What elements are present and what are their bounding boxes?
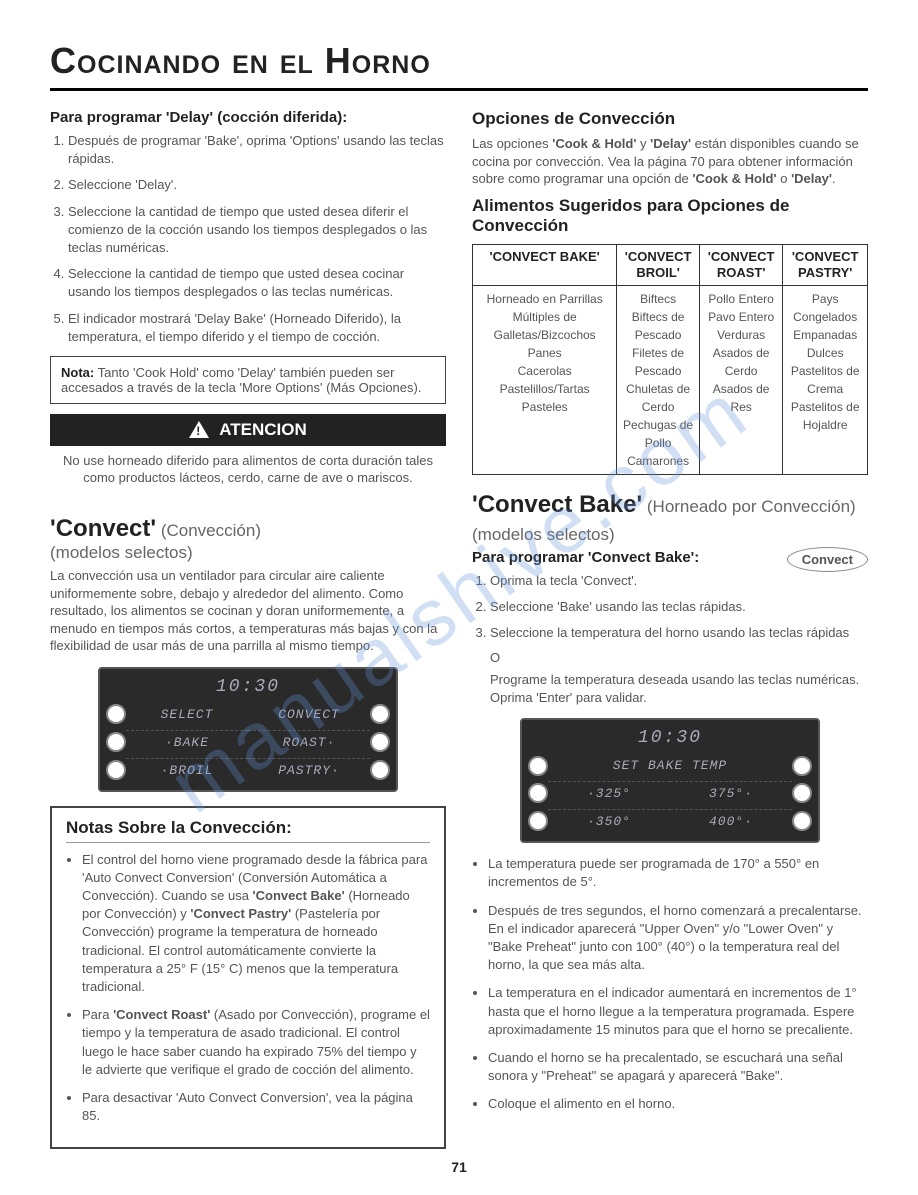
panel-button[interactable] — [106, 732, 126, 752]
convect-title: 'Convect' (Convección) — [50, 515, 446, 543]
convect-bake-prog-heading: Para programar 'Convect Bake': Convect — [472, 549, 868, 566]
after-text: Programe la temperatura deseada usando l… — [490, 671, 868, 706]
display-time: 10:30 — [100, 677, 396, 697]
panel-button[interactable] — [528, 783, 548, 803]
warning-body: No use horneado diferido para alimentos … — [50, 446, 446, 501]
delay-heading: Para programar 'Delay' (cocción diferida… — [50, 109, 446, 126]
list-item: Después de programar 'Bake', oprima 'Opt… — [68, 132, 446, 168]
list-item: Seleccione la cantidad de tiempo que ust… — [68, 265, 446, 301]
note-box: Nota: Tanto 'Cook Hold' como 'Delay' tam… — [50, 356, 446, 404]
convect-bake-title: 'Convect Bake' (Horneado por Convección)… — [472, 491, 868, 547]
options-body: Las opciones 'Cook & Hold' y 'Delay' est… — [472, 135, 868, 188]
list-item: Coloque el alimento en el horno. — [488, 1095, 868, 1113]
panel-button[interactable] — [370, 704, 390, 724]
display-cell: CONVECT — [248, 703, 370, 726]
display-cell: ·350° — [548, 809, 670, 833]
table-cell: Horneado en Parrillas Múltiples de Galle… — [473, 285, 617, 474]
display-panel-2: 10:30 SET BAKE TEMP ·325° 375°· ·350° 40… — [520, 718, 820, 843]
right-column: Opciones de Convección Las opciones 'Coo… — [472, 109, 868, 1149]
display-cell: ·325° — [548, 781, 670, 805]
list-item: El control del horno viene programado de… — [82, 851, 430, 997]
list-item: Seleccione 'Bake' usando las teclas rápi… — [490, 598, 868, 616]
display-cell: 375°· — [670, 781, 792, 805]
table-cell: Pays CongeladosEmpanadas DulcesPastelito… — [783, 285, 868, 474]
convect-models: (modelos selectos) — [50, 543, 446, 563]
convect-bake-steps: Oprima la tecla 'Convect'. Seleccione 'B… — [472, 572, 868, 643]
display-cell: 400°· — [670, 809, 792, 833]
convect-button[interactable]: Convect — [787, 547, 868, 572]
foods-table: 'CONVECT BAKE' 'CONVECT BROIL' 'CONVECT … — [472, 244, 868, 474]
note-text: Tanto 'Cook Hold' como 'Delay' también p… — [61, 365, 421, 395]
convect-bake-bullets: La temperatura puede ser programada de 1… — [472, 855, 868, 1113]
or-text: O — [490, 650, 868, 665]
panel-button[interactable] — [792, 756, 812, 776]
display-cell: SELECT — [126, 703, 248, 726]
panel-button[interactable] — [528, 756, 548, 776]
note-label: Nota: — [61, 365, 94, 380]
list-item: Cuando el horno se ha precalentado, se e… — [488, 1049, 868, 1085]
table-header: 'CONVECT ROAST' — [699, 245, 783, 285]
panel-button[interactable] — [792, 783, 812, 803]
list-item: Seleccione la temperatura del horno usan… — [490, 624, 868, 642]
table-cell: BiftecsBiftecs de PescadoFiletes de Pesc… — [617, 285, 700, 474]
panel-button[interactable] — [370, 760, 390, 780]
convect-body: La convección usa un ventilador para cir… — [50, 567, 446, 655]
list-item: Seleccione 'Delay'. — [68, 176, 446, 194]
list-item: Para desactivar 'Auto Convect Conversion… — [82, 1089, 430, 1125]
list-item: El indicador mostrará 'Delay Bake' (Horn… — [68, 310, 446, 346]
display-cell: PASTRY· — [248, 758, 370, 782]
panel-button[interactable] — [528, 811, 548, 831]
table-cell: Pollo EnteroPavo EnteroVerdurasAsados de… — [699, 285, 783, 474]
convect-subtitle: (Convección) — [156, 521, 261, 540]
display-cell: ·BROIL — [126, 758, 248, 782]
display-cell: SET BAKE TEMP — [548, 754, 792, 777]
list-item: Seleccione la cantidad de tiempo que ust… — [68, 203, 446, 258]
left-column: Para programar 'Delay' (cocción diferida… — [50, 109, 446, 1149]
warning-icon — [189, 421, 209, 438]
display-cell: ·BAKE — [126, 730, 248, 754]
panel-button[interactable] — [106, 760, 126, 780]
display-panel-1: 10:30 SELECT CONVECT ·BAKE ROAST· ·BROIL… — [98, 667, 398, 792]
page-title: Cocinando en el Horno — [50, 40, 868, 91]
foods-heading: Alimentos Sugeridos para Opciones de Con… — [472, 196, 868, 237]
notes-box: Notas Sobre la Convección: El control de… — [50, 806, 446, 1150]
page-number: 71 — [50, 1159, 868, 1175]
display-time: 10:30 — [522, 728, 818, 748]
list-item: La temperatura en el indicador aumentará… — [488, 984, 868, 1039]
list-item: La temperatura puede ser programada de 1… — [488, 855, 868, 891]
list-item: Para 'Convect Roast' (Asado por Convecci… — [82, 1006, 430, 1079]
list-item: Después de tres segundos, el horno comen… — [488, 902, 868, 975]
display-cell: ROAST· — [248, 730, 370, 754]
panel-button[interactable] — [370, 732, 390, 752]
table-header: 'CONVECT BROIL' — [617, 245, 700, 285]
options-heading: Opciones de Convección — [472, 109, 868, 129]
notes-heading: Notas Sobre la Convección: — [66, 818, 430, 843]
warning-label: ATENCION — [219, 420, 307, 440]
panel-button[interactable] — [106, 704, 126, 724]
table-header: 'CONVECT PASTRY' — [783, 245, 868, 285]
delay-steps: Después de programar 'Bake', oprima 'Opt… — [50, 132, 446, 346]
table-header: 'CONVECT BAKE' — [473, 245, 617, 285]
warning-bar: ATENCION — [50, 414, 446, 446]
list-item: Oprima la tecla 'Convect'. — [490, 572, 868, 590]
panel-button[interactable] — [792, 811, 812, 831]
